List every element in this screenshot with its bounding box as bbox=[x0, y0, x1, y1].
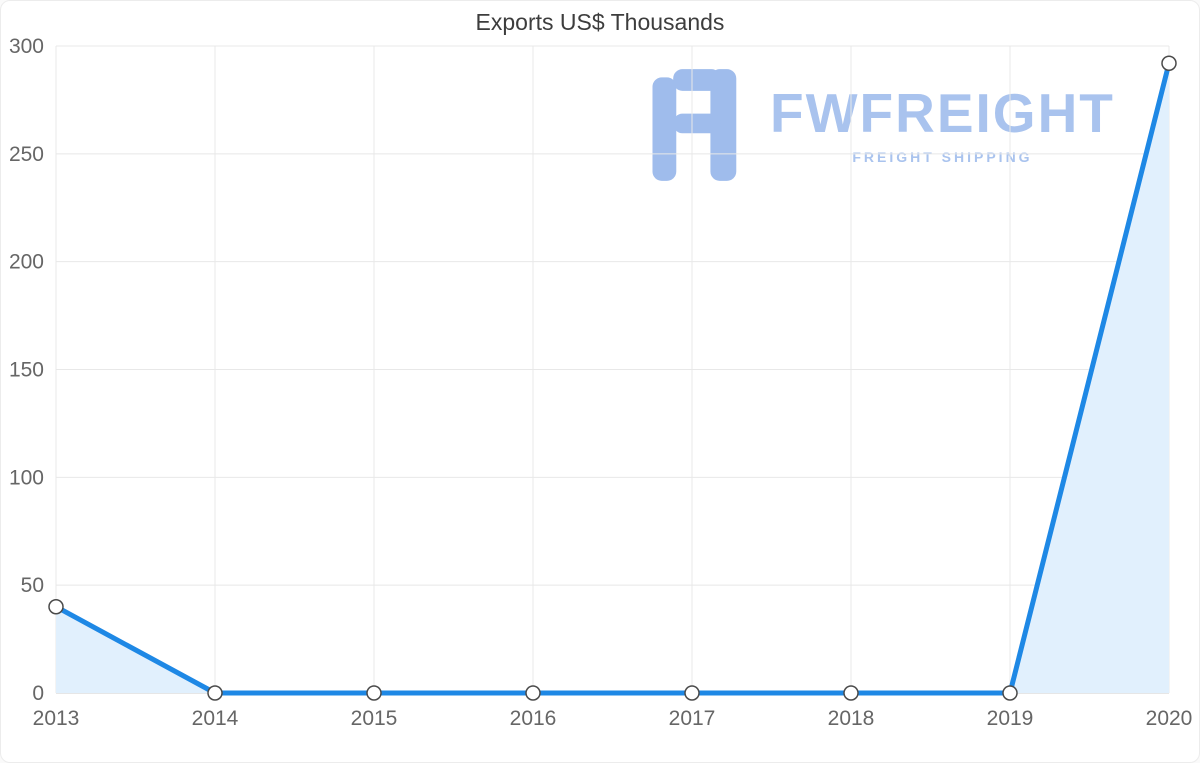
series-line bbox=[53, 60, 1172, 696]
data-point-2013[interactable] bbox=[48, 598, 64, 615]
chart-title: Exports US$ Thousands bbox=[475, 9, 725, 35]
x-tick-label: 2019 bbox=[987, 707, 1034, 730]
x-tick-label: 2015 bbox=[351, 707, 398, 730]
series-area-fill bbox=[56, 63, 1169, 693]
y-tick-label: 0 bbox=[32, 682, 44, 705]
y-tick-label: 200 bbox=[9, 251, 44, 274]
y-tick-label: 50 bbox=[21, 574, 44, 597]
y-tick-label: 300 bbox=[9, 35, 44, 58]
data-point-2018[interactable] bbox=[843, 685, 859, 701]
y-tick-label: 150 bbox=[9, 359, 44, 382]
data-point-2017[interactable] bbox=[684, 685, 700, 701]
x-tick-label: 2014 bbox=[192, 707, 239, 730]
x-tick-label: 2017 bbox=[669, 707, 716, 730]
x-tick-label: 2018 bbox=[828, 707, 875, 730]
data-point-2014[interactable] bbox=[207, 685, 223, 701]
x-tick-label: 2016 bbox=[510, 707, 557, 730]
y-tick-label: 250 bbox=[9, 143, 44, 166]
data-point-2019[interactable] bbox=[1002, 685, 1018, 701]
data-point-2015[interactable] bbox=[366, 685, 382, 701]
x-tick-label: 2020 bbox=[1146, 707, 1193, 730]
data-point-2016[interactable] bbox=[525, 685, 541, 701]
data-point-2020[interactable] bbox=[1161, 55, 1177, 72]
y-tick-label: 100 bbox=[9, 466, 44, 489]
x-tick-label: 2013 bbox=[33, 707, 80, 730]
